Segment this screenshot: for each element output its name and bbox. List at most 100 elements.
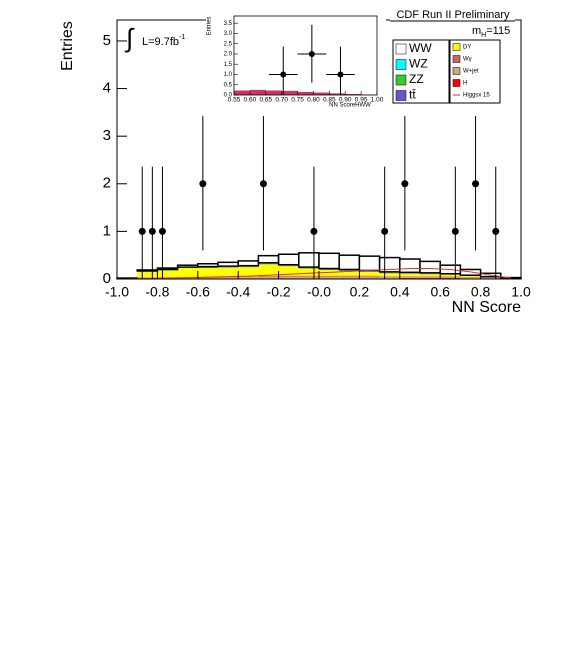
stack-segment (339, 275, 360, 277)
stack-segment (319, 275, 340, 277)
lumi-text: L=9.7fb-1 (142, 34, 185, 48)
stack-segment (278, 275, 299, 277)
inset-x-tick-label: 0.95 (355, 97, 368, 104)
stack-segment (319, 276, 340, 279)
x-tick-label: 0.6 (430, 284, 450, 300)
data-point (158, 227, 166, 235)
data-point (310, 227, 318, 235)
lumi-sup: -1 (179, 34, 185, 41)
stack-segment (399, 273, 420, 277)
stack-segment (238, 267, 259, 277)
stack-segment (177, 268, 198, 278)
x-axis-label: NN Score (452, 299, 521, 316)
mass-value: =115 (486, 25, 510, 37)
chart-title: CDF Run II Preliminary (396, 9, 510, 21)
lumi-main: L=9.7fb (142, 36, 179, 48)
data-point (138, 227, 146, 235)
stack-segment (399, 258, 421, 274)
stack-segment (197, 263, 219, 268)
legend-label: WW (409, 41, 432, 55)
stack-segment (419, 260, 441, 274)
title-box (390, 8, 515, 21)
inset-background-bar (313, 92, 330, 95)
inset-y-tick-label: 0.0 (224, 93, 233, 99)
stack-segment (358, 255, 381, 272)
y-tick-label: 3 (103, 127, 111, 144)
legend-label: Wγ (463, 57, 472, 63)
lumi-integral: ∫ (124, 23, 135, 53)
inset-x-tick-label: 0.80 (307, 97, 320, 104)
x-tick-label: -0.8 (145, 284, 169, 300)
stack-segment (237, 260, 260, 267)
inset-y-label: Entries (207, 17, 213, 36)
data-point (308, 50, 315, 57)
stack-segment (136, 269, 159, 272)
data-point (148, 227, 156, 235)
y-tick-label: 0 (103, 270, 111, 287)
legend-label: DY (463, 45, 471, 51)
x-tick-label: -1.0 (105, 284, 129, 300)
stack-segment (420, 274, 441, 277)
inset-background-bar (329, 93, 346, 95)
legend-swatch (395, 74, 407, 86)
stack-segment (359, 275, 380, 277)
legend-label: tt̄ (409, 88, 416, 102)
inset-background-bar (234, 90, 250, 95)
legend-swatch (452, 43, 461, 51)
y-tick-label: 5 (103, 32, 111, 49)
mass-label: mH=115 (472, 25, 510, 39)
stack-segment (339, 276, 360, 279)
legend-swatch (395, 90, 407, 101)
y-tick-label: 4 (103, 80, 111, 97)
legend-label: Higgsx 15 (463, 93, 490, 99)
stack-segment (258, 277, 279, 279)
inset-x-tick-label: 0.55 (228, 97, 241, 104)
stack-segment (460, 277, 481, 279)
stack-segment (217, 261, 239, 267)
data-point (472, 180, 480, 188)
data-point (337, 71, 344, 78)
stack-segment (338, 254, 361, 271)
stack-segment (359, 271, 380, 276)
inset-frame (233, 15, 378, 96)
inset-y-tick-label: 2.5 (224, 41, 233, 47)
legend-swatch (452, 55, 461, 63)
stack-segment (278, 266, 299, 276)
legend-swatch (452, 67, 461, 75)
legend-label: W+jet (463, 69, 479, 75)
data-point (451, 227, 459, 235)
legend-swatch (395, 43, 407, 55)
inset-background-bar (265, 90, 282, 95)
inset-y-tick-label: 1.5 (224, 62, 233, 68)
x-tick-label: -0.6 (186, 284, 210, 300)
data-point (401, 180, 409, 188)
inset-x-tick-label: 0.70 (275, 97, 288, 104)
inset-y-tick-label: 3.0 (224, 31, 233, 37)
stack-segment (176, 264, 199, 268)
inset-x-tick-label: 0.85 (323, 97, 336, 104)
inset-background-bar (281, 90, 298, 95)
inset-x-tick-label: 0.65 (259, 97, 272, 104)
stack-segment (379, 276, 400, 279)
stack-segment (440, 276, 461, 279)
stack-segment (156, 267, 179, 271)
x-tick-label: -0.0 (307, 284, 331, 300)
stack-segment (440, 274, 461, 277)
inset-x-tick-label: 0.75 (291, 97, 304, 104)
x-tick-label: 0.8 (471, 284, 491, 300)
data-point (199, 180, 207, 188)
stack-segment (257, 254, 280, 264)
data-point (492, 227, 500, 235)
legend-swatch (452, 79, 461, 87)
stack-segment (277, 253, 300, 266)
data-point (381, 227, 389, 235)
stack-segment (318, 252, 340, 270)
y-tick-label: 1 (103, 222, 111, 239)
stack-segment (420, 276, 441, 279)
stack-segment (298, 268, 319, 276)
legend-label: WZ (409, 57, 428, 71)
x-tick-label: 0.4 (390, 284, 410, 300)
y-tick-label: 2 (103, 175, 111, 192)
legend-label: ZZ (409, 72, 424, 86)
